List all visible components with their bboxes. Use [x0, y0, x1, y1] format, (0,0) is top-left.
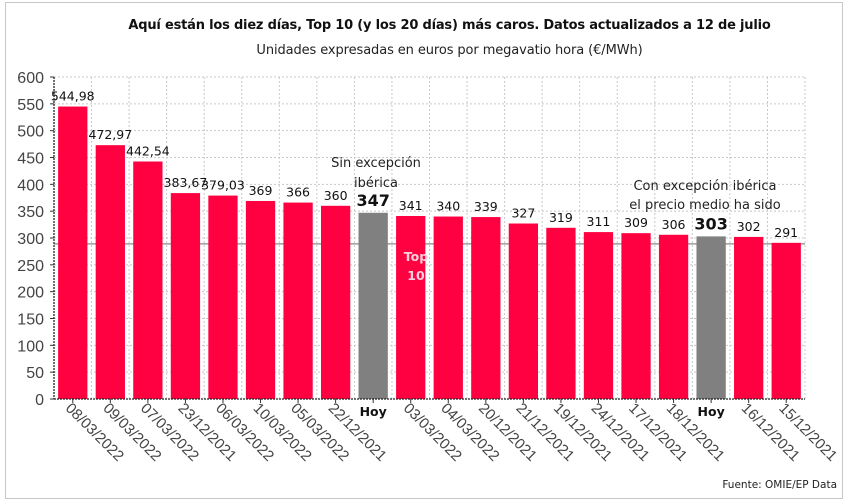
axes: 0 50 100 150 200 250 300 350 400 450 500 550 600: [17, 70, 805, 409]
bar: [734, 236, 764, 399]
value-label: 291: [774, 225, 798, 240]
annotation-sin-excepcion-line1: Sin excepción: [331, 156, 421, 171]
x-tick-label-hoy: Hoy: [698, 404, 725, 419]
bar: [245, 200, 276, 399]
bar: [583, 232, 614, 399]
y-tick-label: 300: [17, 231, 44, 248]
source-note: Fuente: OMIE/EP Data: [722, 479, 837, 491]
bar: [283, 202, 313, 399]
chart-subtitle: Unidades expresadas en euros por megavat…: [256, 43, 643, 58]
bar: [320, 205, 351, 399]
value-label: 303: [694, 214, 727, 233]
value-label: 360: [324, 188, 348, 203]
value-label: 383,67: [164, 175, 208, 190]
value-label: 306: [662, 217, 686, 232]
y-tick-label: 150: [17, 312, 44, 329]
bar: [58, 106, 88, 399]
bar: [433, 216, 463, 399]
value-label: 327: [511, 206, 535, 221]
annotations: Sin excepción ibérica Con excepción ibér…: [331, 156, 781, 283]
annotation-con-excepcion-line2: el precio medio ha sido: [629, 198, 780, 213]
bar: [170, 193, 201, 399]
y-tick-label: 0: [35, 392, 44, 409]
value-label: 347: [356, 191, 389, 210]
value-label: 472,97: [88, 127, 132, 142]
y-tick-label: 250: [17, 258, 44, 275]
bar: [396, 215, 426, 399]
value-label: 379,03: [201, 178, 245, 193]
value-label: 340: [436, 199, 460, 214]
y-tick-label: 50: [26, 365, 44, 382]
bar: [546, 227, 576, 399]
annotation-top10-line1: Top: [404, 249, 428, 264]
bar: [658, 234, 689, 399]
value-label: 339: [474, 199, 498, 214]
y-tick-label: 450: [17, 151, 44, 168]
bar: [95, 145, 125, 399]
bars: [58, 106, 801, 399]
annotation-sin-excepcion-line2: ibérica: [354, 176, 398, 191]
y-tick-label: 550: [17, 97, 44, 114]
value-label: 544,98: [51, 89, 95, 104]
annotation-con-excepcion-line1: Con excepción ibérica: [633, 179, 776, 194]
bar: [208, 195, 238, 399]
x-tick-label-hoy: Hoy: [360, 404, 387, 419]
y-tick-label: 350: [17, 204, 44, 221]
y-tick-label: 600: [17, 70, 44, 87]
chart-title: Aquí están los diez días, Top 10 (y los …: [128, 18, 771, 33]
x-tick-labels: 08/03/202209/03/202207/03/202223/12/2021…: [62, 400, 841, 465]
y-tick-label: 500: [17, 124, 44, 141]
y-tick-label: 400: [17, 177, 44, 194]
value-label: 309: [624, 215, 648, 230]
bar: [621, 233, 651, 399]
y-tick-label: 100: [17, 338, 44, 355]
annotation-top10-line2: 10: [407, 268, 425, 283]
value-label: 319: [549, 210, 573, 225]
value-label: 366: [286, 185, 310, 200]
value-label: 302: [737, 219, 761, 234]
bar: [471, 217, 501, 399]
value-label: 311: [587, 214, 611, 229]
bar: [133, 161, 163, 399]
grid-lines: [54, 76, 806, 399]
bar-hoy: [696, 236, 726, 399]
value-label: 369: [249, 183, 273, 198]
value-label: 341: [399, 198, 423, 213]
bar: [508, 223, 539, 399]
value-label: 442,54: [126, 144, 170, 159]
bar-hoy: [358, 212, 388, 399]
y-tick-label: 200: [17, 285, 44, 302]
bar: [771, 242, 801, 399]
